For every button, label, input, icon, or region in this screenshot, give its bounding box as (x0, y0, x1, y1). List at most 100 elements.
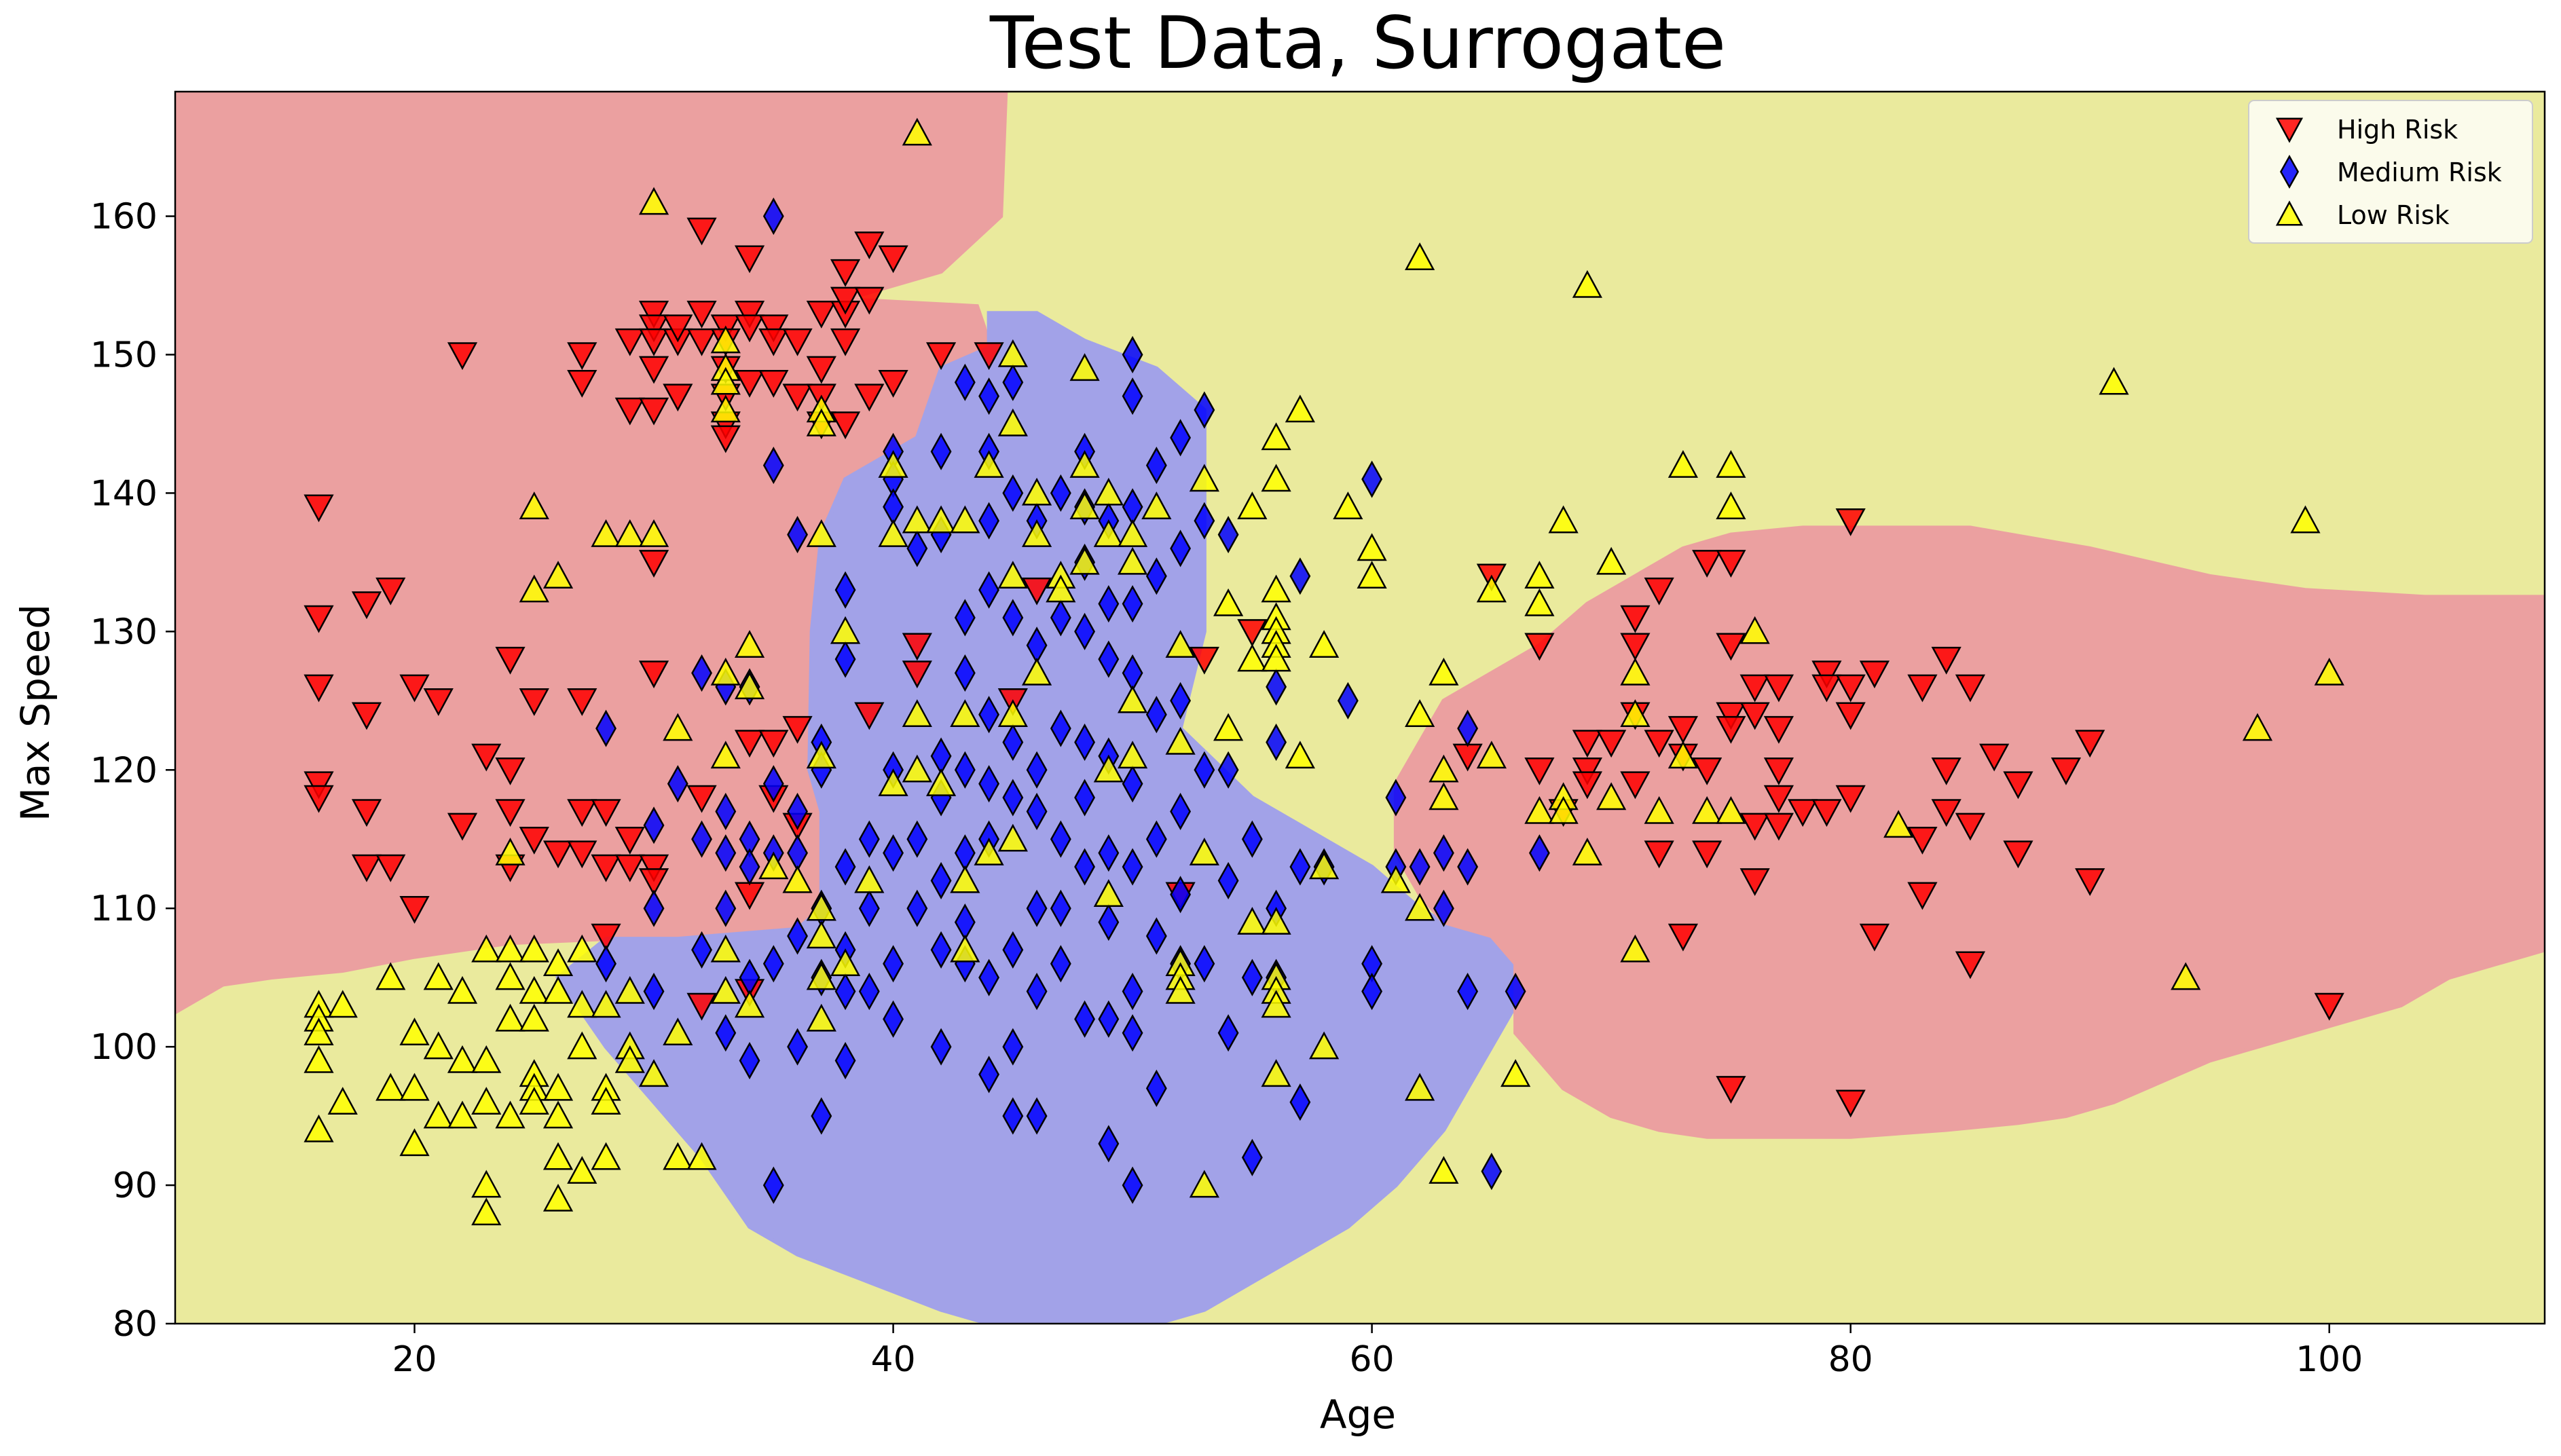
data-point (1835, 785, 1866, 813)
data-point (1165, 975, 1196, 1004)
data-point (691, 820, 712, 858)
data-point (447, 975, 478, 1004)
data-point (471, 1197, 502, 1226)
data-point (762, 447, 784, 485)
legend-label: High Risk (2337, 115, 2458, 145)
data-point (762, 945, 784, 983)
data-point (1002, 931, 1024, 969)
x-tick-label: 60 (1350, 1339, 1395, 1380)
data-point (830, 616, 861, 644)
data-point (1692, 796, 1722, 824)
data-point (423, 1100, 454, 1129)
data-point (638, 356, 669, 384)
data-point (542, 1142, 574, 1170)
data-point (1835, 508, 1866, 536)
data-point (614, 854, 645, 882)
data-point (854, 702, 885, 730)
data-point (710, 741, 741, 769)
data-point (1002, 1097, 1024, 1135)
data-point (1692, 840, 1722, 869)
data-point (1955, 813, 1986, 841)
data-point (303, 771, 334, 800)
data-point (542, 1072, 574, 1101)
data-point (806, 356, 836, 384)
data-point (858, 973, 880, 1011)
data-point (1046, 574, 1076, 603)
data-point (471, 1045, 502, 1073)
data-point (1050, 945, 1071, 983)
data-point (1289, 1083, 1311, 1121)
data-point (1266, 668, 1287, 706)
data-point (1788, 799, 1818, 827)
data-point (542, 948, 574, 977)
data-point (1069, 449, 1100, 478)
data-point (1405, 893, 1435, 921)
data-points (303, 117, 2344, 1226)
data-point (806, 893, 836, 921)
data-point (1021, 519, 1052, 547)
data-point (834, 571, 856, 609)
data-point (883, 834, 904, 872)
legend-label: Medium Risk (2337, 157, 2502, 187)
y-tick-label: 80 (113, 1304, 158, 1345)
data-point (1098, 584, 1120, 623)
data-point (1170, 792, 1192, 831)
data-point (1763, 785, 1794, 813)
data-point (1074, 779, 1096, 817)
data-point (1002, 1028, 1024, 1066)
data-point (303, 1045, 334, 1073)
data-point (978, 377, 1000, 415)
data-point (1118, 546, 1148, 575)
data-point (1122, 1014, 1143, 1052)
data-point (567, 840, 597, 869)
data-point (638, 1059, 669, 1087)
data-point (950, 865, 980, 893)
data-point (782, 328, 813, 356)
data-point (1357, 533, 1387, 561)
data-point (1170, 876, 1192, 914)
data-point (997, 823, 1028, 852)
data-point (1644, 577, 1674, 605)
data-point (638, 314, 669, 343)
data-point (1548, 505, 1579, 534)
data-point (1716, 715, 1746, 744)
data-point (663, 314, 693, 343)
data-point (1194, 751, 1215, 789)
data-point (1739, 616, 1770, 644)
data-point (1739, 813, 1770, 841)
data-point (1931, 799, 1961, 827)
data-point (954, 751, 976, 789)
data-point (1620, 605, 1651, 633)
data-point (1931, 646, 1961, 675)
data-point (1429, 782, 1459, 810)
data-point (1309, 1031, 1340, 1060)
data-point (1528, 834, 1550, 872)
data-point (1170, 529, 1192, 567)
data-point (1050, 599, 1071, 637)
data-point (1122, 973, 1143, 1011)
data-point (1668, 715, 1699, 744)
data-point (2075, 730, 2105, 758)
data-point (762, 1166, 784, 1204)
data-point (806, 1003, 836, 1032)
data-point (519, 491, 549, 520)
data-point (423, 962, 454, 990)
data-point (519, 975, 549, 1004)
data-point (806, 519, 836, 547)
data-point (375, 577, 406, 605)
data-point (1145, 447, 1167, 485)
data-point (638, 660, 669, 689)
data-point (1739, 702, 1770, 730)
data-point (519, 934, 549, 963)
x-tick-label: 20 (392, 1339, 437, 1380)
data-point (591, 854, 621, 882)
data-point (1596, 546, 1627, 575)
data-point (1811, 674, 1842, 703)
data-point (1026, 792, 1048, 831)
data-point (978, 696, 1000, 734)
x-tick-label: 80 (1828, 1339, 1873, 1380)
data-point (782, 715, 813, 744)
data-point (327, 1087, 358, 1115)
